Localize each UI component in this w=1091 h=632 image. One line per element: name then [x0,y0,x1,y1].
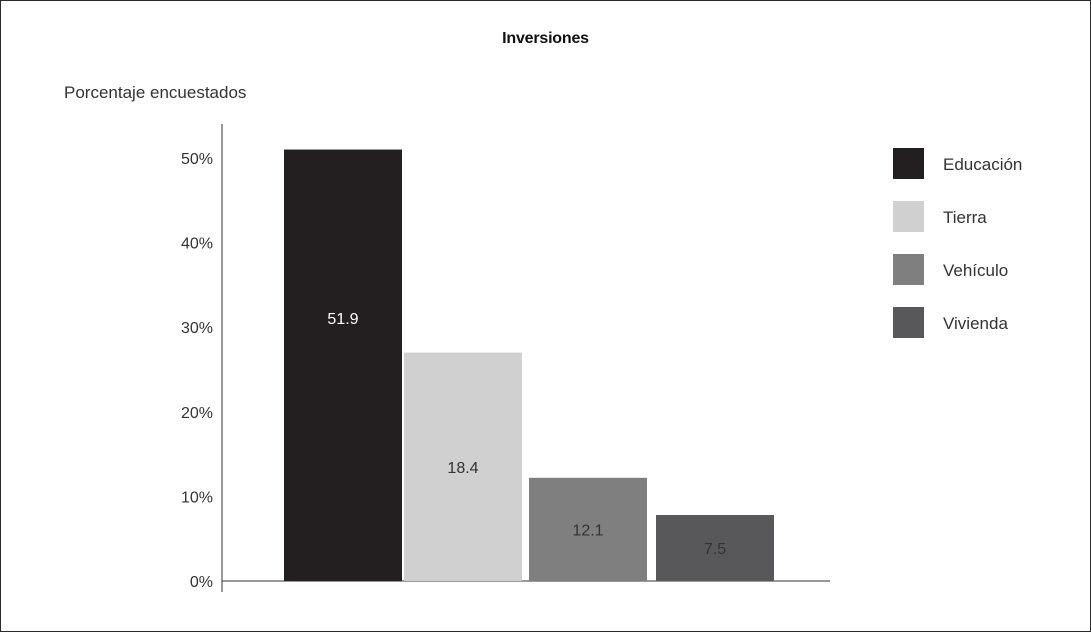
chart-title: Inversiones [502,30,589,47]
legend-swatch [893,201,924,232]
bars: 51.9 18.4 12.1 7.5 [284,149,774,582]
legend-label: Tierra [943,208,987,227]
y-tick-label: 0% [190,574,213,591]
y-tick-label: 10% [181,489,213,506]
y-axis-label: Porcentaje encuestados [64,83,247,102]
legend: Educación Tierra Vehículo Vivienda [893,148,1022,338]
bar [529,477,647,581]
bar-value-label: 18.4 [447,460,478,477]
bar-value-label: 51.9 [327,311,358,328]
bar-value-label: 7.5 [704,541,726,558]
legend-swatch [893,307,924,338]
legend-label: Educación [943,155,1022,174]
legend-label: Vehículo [943,261,1008,280]
y-tick-label: 30% [181,320,213,337]
y-tick-label: 20% [181,405,213,422]
axes: 0% 10% 20% 30% 40% 50% [181,124,830,592]
y-tick-label: 50% [181,151,213,168]
bar [404,352,522,581]
bar [284,149,402,582]
y-tick-label: 40% [181,236,213,253]
legend-swatch [893,254,924,285]
legend-label: Vivienda [943,314,1008,333]
legend-swatch [893,148,924,179]
bar-value-label: 12.1 [572,522,603,539]
bar [656,515,774,581]
